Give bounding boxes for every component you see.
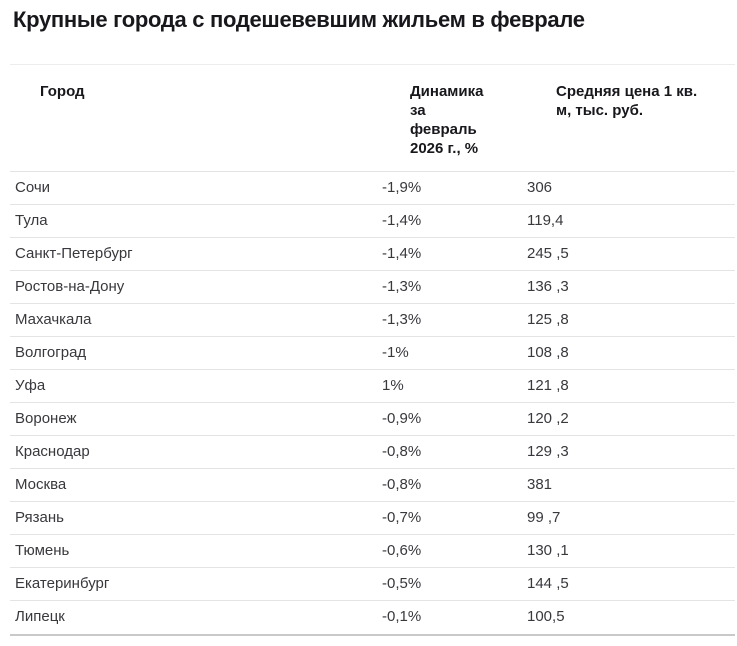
table-row: Рязань -0,7% 99 ,7 xyxy=(10,502,735,535)
city-cell: Махачкала xyxy=(15,311,92,328)
price-cell: 125 ,8 xyxy=(527,311,569,328)
city-cell: Рязань xyxy=(15,509,64,526)
price-cell: 381 xyxy=(527,476,553,493)
city-cell: Ростов-на-Дону xyxy=(15,278,125,295)
dynamics-cell: -0,9% xyxy=(382,410,422,427)
price-cell: 130 ,1 xyxy=(527,542,569,559)
table-row: Уфа 1% 121 ,8 xyxy=(10,370,735,403)
city-cell: Тула xyxy=(15,212,48,229)
dynamics-cell: -0,7% xyxy=(382,509,422,526)
page-title: Крупные города с подешевевшим жильем в ф… xyxy=(13,7,585,32)
column-header-city: Город xyxy=(40,83,85,100)
table-row: Тюмень -0,6% 130 ,1 xyxy=(10,535,735,568)
price-cell: 144 ,5 xyxy=(527,575,569,592)
table-row: Краснодар -0,8% 129 ,3 xyxy=(10,436,735,469)
price-cell: 108 ,8 xyxy=(527,344,569,361)
dynamics-cell: -1,4% xyxy=(382,245,422,262)
price-table: Город Динамика за февраль 2026 г., % Сре… xyxy=(10,64,735,636)
dynamics-cell: -0,1% xyxy=(382,608,422,625)
column-header-price: Средняя цена 1 кв. м, тыс. руб. xyxy=(556,83,698,119)
city-cell: Москва xyxy=(15,476,67,493)
table-row: Липецк -0,1% 100,5 xyxy=(10,601,735,634)
price-cell: 121 ,8 xyxy=(527,377,569,394)
column-header-dynamics: Динамика за февраль 2026 г., % xyxy=(410,83,484,157)
price-cell: 245 ,5 xyxy=(527,245,569,262)
city-cell: Краснодар xyxy=(15,443,90,460)
dynamics-cell: -0,8% xyxy=(382,476,422,493)
price-cell: 120 ,2 xyxy=(527,410,569,427)
city-cell: Волгоград xyxy=(15,344,87,361)
city-cell: Екатеринбург xyxy=(15,575,110,592)
city-cell: Сочи xyxy=(15,179,51,196)
price-cell: 99 ,7 xyxy=(527,509,561,526)
city-cell: Тюмень xyxy=(15,542,70,559)
price-cell: 129 ,3 xyxy=(527,443,569,460)
price-cell: 100,5 xyxy=(527,608,565,625)
table-row: Волгоград -1% 108 ,8 xyxy=(10,337,735,370)
dynamics-cell: -1,4% xyxy=(382,212,422,229)
price-cell: 306 xyxy=(527,179,553,196)
price-cell: 136 ,3 xyxy=(527,278,569,295)
dynamics-cell: -1% xyxy=(382,344,409,361)
table-row: Ростов-на-Дону -1,3% 136 ,3 xyxy=(10,271,735,304)
dynamics-cell: -1,9% xyxy=(382,179,422,196)
table-row: Санкт-Петербург -1,4% 245 ,5 xyxy=(10,238,735,271)
city-cell: Воронеж xyxy=(15,410,77,427)
table-row: Москва -0,8% 381 xyxy=(10,469,735,502)
price-cell: 119,4 xyxy=(527,212,564,229)
table-row: Екатеринбург -0,5% 144 ,5 xyxy=(10,568,735,601)
table-body: Сочи -1,9% 306 Тула -1,4% 119,4 Санкт-Пе… xyxy=(10,172,735,634)
city-cell: Уфа xyxy=(15,377,46,394)
table-row: Сочи -1,9% 306 xyxy=(10,172,735,205)
table-row: Махачкала -1,3% 125 ,8 xyxy=(10,304,735,337)
table-header-row: Город Динамика за февраль 2026 г., % Сре… xyxy=(10,65,735,172)
dynamics-cell: -0,5% xyxy=(382,575,422,592)
table-row: Тула -1,4% 119,4 xyxy=(10,205,735,238)
city-cell: Липецк xyxy=(15,608,65,625)
dynamics-cell: -0,6% xyxy=(382,542,422,559)
table-row: Воронеж -0,9% 120 ,2 xyxy=(10,403,735,436)
dynamics-cell: -1,3% xyxy=(382,311,422,328)
dynamics-cell: -0,8% xyxy=(382,443,422,460)
dynamics-cell: -1,3% xyxy=(382,278,422,295)
city-cell: Санкт-Петербург xyxy=(15,245,133,262)
dynamics-cell: 1% xyxy=(382,377,404,394)
